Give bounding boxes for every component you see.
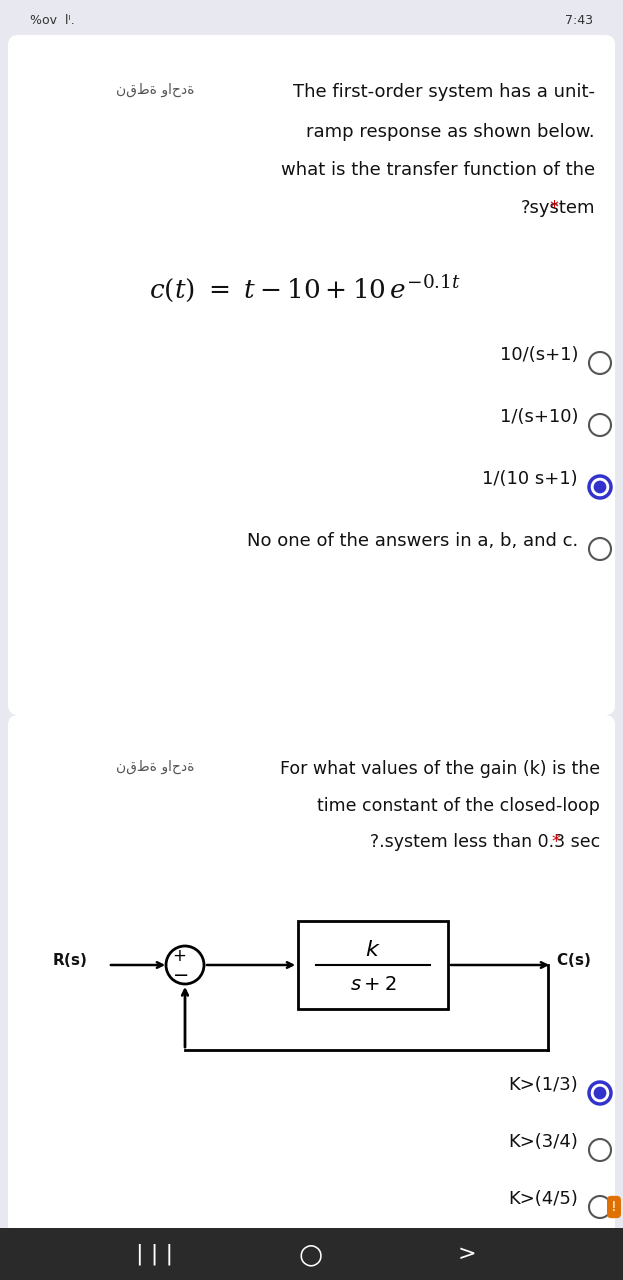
Text: For what values of the gain (k) is the: For what values of the gain (k) is the: [280, 760, 600, 778]
Text: No one of the answers in a, b, and c.: No one of the answers in a, b, and c.: [247, 532, 578, 550]
Text: ○: ○: [299, 1240, 323, 1268]
Text: K>(3/4): K>(3/4): [508, 1133, 578, 1151]
Text: 1/(10 s+1): 1/(10 s+1): [482, 470, 578, 488]
Text: ramp response as shown below.: ramp response as shown below.: [307, 123, 595, 141]
Text: 7:43: 7:43: [565, 14, 593, 27]
Text: time constant of the closed-loop: time constant of the closed-loop: [317, 797, 600, 815]
Text: ?system: ?system: [520, 198, 595, 218]
Text: نقطة واحدة: نقطة واحدة: [117, 83, 195, 97]
Text: −: −: [173, 966, 189, 986]
Circle shape: [594, 480, 606, 493]
Text: ?.system less than 0.3 sec: ?.system less than 0.3 sec: [369, 833, 600, 851]
Text: $s + 2$: $s + 2$: [350, 975, 396, 993]
Text: K>(4/5): K>(4/5): [508, 1190, 578, 1208]
FancyBboxPatch shape: [8, 716, 615, 1235]
Text: K>(1/3): K>(1/3): [508, 1076, 578, 1094]
Text: $\mathbf{R(s)}$: $\mathbf{R(s)}$: [52, 951, 87, 969]
Text: $k$: $k$: [365, 940, 381, 960]
Text: $\mathbf{C(s)}$: $\mathbf{C(s)}$: [556, 951, 591, 969]
Text: 10/(s+1): 10/(s+1): [500, 346, 578, 364]
Text: The first-order system has a unit-: The first-order system has a unit-: [293, 83, 595, 101]
Text: 1/(s+10): 1/(s+10): [500, 408, 578, 426]
Text: %ov  lᴵ.: %ov lᴵ.: [30, 14, 75, 27]
Text: *: *: [549, 198, 558, 218]
Text: +: +: [172, 947, 186, 965]
Bar: [0, 1228, 623, 1280]
Text: $c(t)\ =\ t - 10 + 10\,e^{-0.1t}$: $c(t)\ =\ t - 10 + 10\,e^{-0.1t}$: [149, 273, 461, 303]
Bar: [298, 922, 448, 1009]
Text: | | |: | | |: [136, 1243, 174, 1265]
Text: >: >: [458, 1244, 477, 1265]
Text: !: !: [611, 1201, 617, 1213]
Text: نقطة واحدة: نقطة واحدة: [117, 760, 195, 774]
Text: *: *: [551, 833, 560, 851]
FancyBboxPatch shape: [8, 35, 615, 716]
Text: what is the transfer function of the: what is the transfer function of the: [281, 161, 595, 179]
Circle shape: [594, 1087, 606, 1100]
